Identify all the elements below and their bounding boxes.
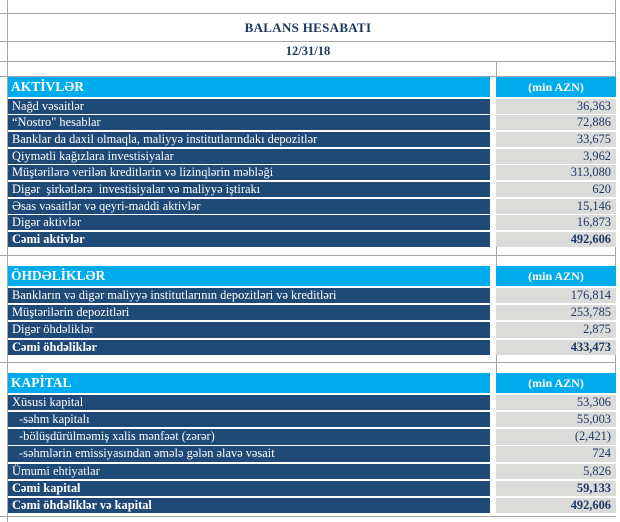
table-row: Banklar da daxil olmaqla, maliyyə instit… (0, 131, 620, 147)
row-label: Cəmi kapital (8, 480, 490, 497)
table-row: Digər aktivlər 16,873 (0, 215, 620, 231)
row-value: 176,814 (496, 287, 616, 304)
row-value: 15,146 (496, 198, 616, 214)
table-row: -səhmlərin emissiyasından əmələ gələn əl… (0, 446, 620, 462)
table-row: -bölüşdürülməmiş xalis mənfəət (zərər) (2… (0, 429, 620, 445)
table-row: Bankların və digər maliyyə institutların… (0, 287, 620, 304)
row-value: 492,606 (496, 497, 616, 514)
unit-label: (min AZN) (496, 373, 616, 394)
section-rows-assets: Nağd vəsaitlər 36,363 “Nostro" hesablar 72,… (0, 98, 620, 247)
row-value: 3,962 (496, 148, 616, 164)
empty-row (0, 0, 616, 14)
row-label: -bölüşdürülməmiş xalis mənfəət (zərər) (8, 429, 490, 445)
section-gap (0, 247, 620, 266)
row-label: Bankların və digər maliyyə institutların… (8, 287, 490, 304)
row-label: Banklar da daxil olmaqla, maliyyə instit… (8, 131, 490, 147)
report-title: BALANS HESABATI (0, 14, 616, 42)
table-row: Əsas vəsaitlər və qeyri-maddi aktivlər 15… (0, 198, 620, 214)
unit-label: (min AZN) (496, 77, 616, 97)
table-row: Müştərilərin depozitləri 253,785 (0, 304, 620, 321)
row-label: Qiymətli kağızlara investisiyalar (8, 148, 490, 164)
table-row: Digər öhdəliklər 2,875 (0, 322, 620, 338)
row-value: 313,080 (496, 165, 616, 181)
gridline-horizontal (0, 516, 616, 518)
section-rows-liabilities: Bankların və digər maliyyə institutların… (0, 287, 620, 356)
empty-row (0, 62, 616, 77)
table-row: Müştərilərə verilən kreditlərin və lizin… (0, 165, 620, 181)
gridline-vertical-right (615, 0, 616, 77)
row-value: 5,826 (496, 463, 616, 479)
table-row: Cəmi kapital 59,133 (0, 480, 620, 497)
section-liabilities: ÖHDƏLİKLƏR (min AZN) Bankların və digər … (0, 266, 620, 356)
row-label: -səhmlərin emissiyasından əmələ gələn əl… (8, 446, 490, 462)
section-title: KAPİTAL (8, 373, 490, 394)
gridline-vertical-gutter (496, 247, 497, 266)
row-value: 253,785 (496, 304, 616, 321)
section-header-liabilities: ÖHDƏLİKLƏR (min AZN) (0, 266, 620, 286)
row-value: 2,875 (496, 322, 616, 338)
row-value: 33,675 (496, 131, 616, 147)
row-value: 72,886 (496, 115, 616, 131)
table-row: Cəmi öhdəliklər və kapital 492,606 (0, 497, 620, 514)
section-rows-capital: Xüsusi kapital 53,306 -səhm kapitalı 55,003… (0, 394, 620, 514)
section-capital: KAPİTAL (min AZN) Xüsusi kapital 53,306 -s… (0, 373, 620, 514)
row-value: 36,363 (496, 98, 616, 114)
section-gap (0, 355, 620, 374)
table-row: Nağd vəsaitlər 36,363 (0, 98, 620, 114)
row-label: Əsas vəsaitlər və qeyri-maddi aktivlər (8, 198, 490, 214)
row-value: 53,306 (496, 394, 616, 411)
table-row: Ümumi ehtiyatlar 5,826 (0, 463, 620, 479)
row-value: 16,873 (496, 215, 616, 231)
row-label: Müştərilərə verilən kreditlərin və lizin… (8, 165, 490, 181)
row-label: Digər öhdəliklər (8, 322, 490, 338)
gridline-vertical-right-segment (615, 355, 616, 374)
row-label: Cəmi öhdəliklər (8, 339, 490, 356)
section-header-capital: KAPİTAL (min AZN) (0, 373, 620, 394)
row-value: (2,421) (496, 429, 616, 445)
row-value: 724 (496, 446, 616, 462)
row-label: Digər şirkətlərə investisiyalar və maliy… (8, 181, 490, 197)
table-row: Xüsusi kapital 53,306 (0, 394, 620, 411)
row-label: Xüsusi kapital (8, 394, 490, 411)
gridline-vertical-gutter (496, 62, 497, 76)
table-row: Cəmi aktivlər 492,606 (0, 232, 620, 247)
row-label: Nağd vəsaitlər (8, 98, 490, 114)
row-label: Cəmi öhdəliklər və kapital (8, 497, 490, 514)
row-label: Müştərilərin depozitləri (8, 304, 490, 321)
row-label: Ümumi ehtiyatlar (8, 463, 490, 479)
gridline-vertical-gutter (496, 355, 497, 374)
unit-label: (min AZN) (496, 266, 616, 286)
row-value: 492,606 (496, 232, 616, 247)
row-value: 59,133 (496, 480, 616, 497)
bottom-margin (0, 513, 620, 521)
row-label: “Nostro" hesablar (8, 115, 490, 131)
section-title: AKTİVLƏR (8, 77, 490, 97)
report-date: 12/31/18 (0, 42, 616, 62)
table-row: -səhm kapitalı 55,003 (0, 412, 620, 428)
row-value: 55,003 (496, 412, 616, 428)
gridline-vertical-left (7, 0, 8, 522)
table-row: Digər şirkətlərə investisiyalar və maliy… (0, 181, 620, 197)
section-title: ÖHDƏLİKLƏR (8, 266, 490, 286)
gridline-horizontal (0, 362, 616, 364)
table-row: Cəmi öhdəliklər 433,473 (0, 339, 620, 356)
gridline-vertical-right-segment (615, 247, 616, 266)
row-value: 433,473 (496, 339, 616, 356)
row-label: Cəmi aktivlər (8, 232, 490, 247)
row-label: Digər aktivlər (8, 215, 490, 231)
row-label: -səhm kapitalı (8, 412, 490, 428)
table-row: Qiymətli kağızlara investisiyalar 3,962 (0, 148, 620, 164)
row-value: 620 (496, 181, 616, 197)
section-assets: AKTİVLƏR (min AZN) Nağd vəsaitlər 36,363 “… (0, 77, 620, 247)
section-header-assets: AKTİVLƏR (min AZN) (0, 77, 620, 97)
table-row: “Nostro" hesablar 72,886 (0, 115, 620, 131)
gridline-horizontal (0, 255, 616, 256)
